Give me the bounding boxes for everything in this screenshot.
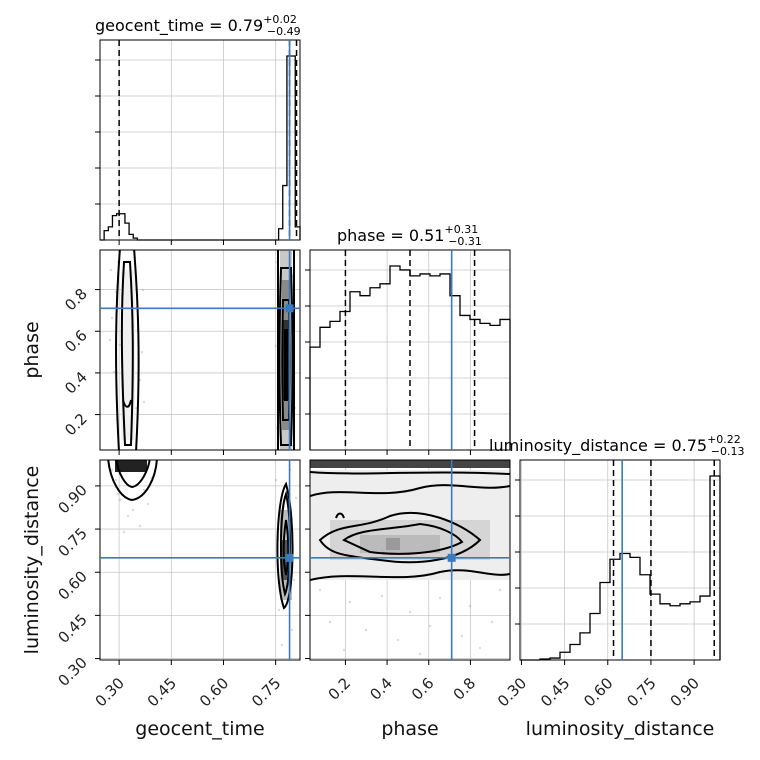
x-tick-label: 0.60: [196, 674, 232, 710]
y-tick-label: 0.75: [54, 524, 90, 560]
reference-lines-layer: [100, 40, 715, 660]
x-tick-label: 0.75: [248, 674, 284, 710]
panel-frame: [519, 459, 721, 661]
truth-marker: [285, 553, 294, 562]
y-tick-label: 0.90: [54, 481, 90, 517]
contours: [115, 250, 295, 450]
y-tick-label: 0.4: [61, 368, 91, 398]
title-phase: phase = 0.51+0.31 −0.31: [337, 223, 482, 248]
sample-scatter: [318, 588, 502, 656]
y-axis-label-phase: phase: [21, 321, 43, 378]
x-axis-label-luminosity-distance: luminosity_distance: [526, 718, 715, 740]
panel-frame: [99, 459, 301, 661]
ticks-layer: 0.30 0.45 0.60 0.75 0.2 0.4 0.6 0.8 0.30 0.45 0.60…: [54, 59, 703, 710]
y-tick-label: 0.45: [54, 610, 90, 646]
panel-frame: [99, 39, 301, 241]
y-tick-label: 0.2: [61, 410, 91, 440]
y-tick-label: 0.6: [61, 326, 91, 356]
truth-marker: [447, 553, 456, 562]
sample-scatter: [110, 468, 298, 647]
contours: [107, 460, 294, 610]
panel-geocent-time-vs-phase: [108, 250, 297, 450]
x-axis-label-phase: phase: [381, 718, 438, 740]
panel-phase-vs-luminosity-distance: [310, 460, 510, 656]
x-tick-label: 0.45: [144, 674, 180, 710]
title-luminosity-distance: luminosity_distance = 0.75+0.22 −0.13: [489, 433, 745, 458]
y-tick-label: 0.8: [61, 285, 91, 315]
x-tick-label: 0.75: [623, 674, 659, 710]
x-tick-label: 0.30: [92, 674, 128, 710]
x-tick-label: 0.90: [667, 674, 703, 710]
y-tick-label: 0.60: [54, 567, 90, 603]
truth-marker: [285, 304, 294, 313]
x-tick-label: 0.8: [450, 674, 480, 704]
x-tick-label: 0.30: [494, 674, 530, 710]
histogram-geocent_time: [100, 55, 301, 241]
x-tick-label: 0.60: [580, 674, 616, 710]
x-tick-label: 0.4: [366, 674, 396, 704]
y-axis-label-luminosity-distance: luminosity_distance: [21, 466, 43, 655]
x-tick-label: 0.45: [537, 674, 573, 710]
x-tick-label: 0.2: [325, 674, 355, 704]
title-geocent-time: geocent_time = 0.79+0.02 −0.49: [95, 13, 301, 38]
y-tick-label: 0.30: [54, 654, 90, 690]
panel-frame: [309, 459, 511, 661]
density-pixels: [121, 250, 292, 450]
histogram-luminosity_distance: [520, 475, 721, 661]
panel-frame: [99, 249, 301, 451]
x-axis-label-geocent-time: geocent_time: [135, 718, 264, 740]
x-tick-label: 0.6: [408, 674, 438, 704]
